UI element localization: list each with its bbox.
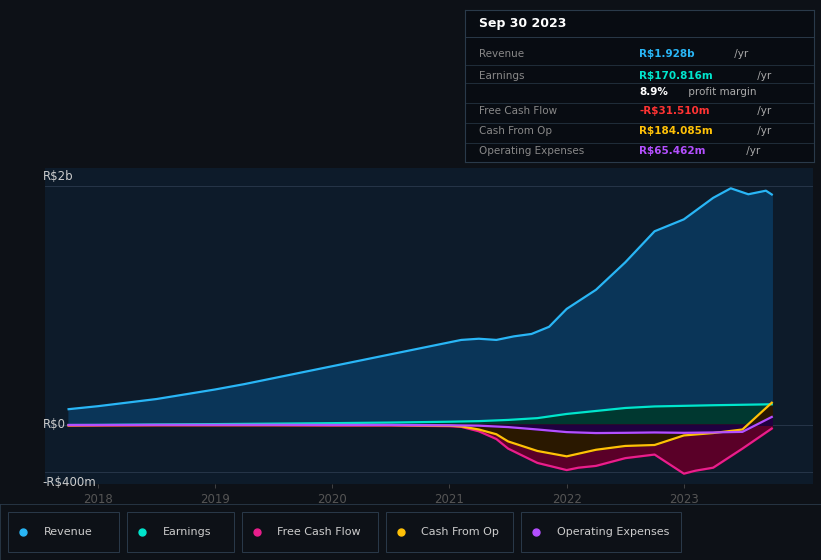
Text: /yr: /yr [754,126,772,136]
Text: R$65.462m: R$65.462m [639,146,705,156]
Text: Operating Expenses: Operating Expenses [479,146,584,156]
Text: profit margin: profit margin [686,87,757,97]
Text: Sep 30 2023: Sep 30 2023 [479,17,566,30]
Text: /yr: /yr [743,146,760,156]
Text: -R$400m: -R$400m [43,475,97,489]
Text: R$0: R$0 [43,418,66,431]
Text: Earnings: Earnings [479,71,524,81]
Text: /yr: /yr [754,106,772,116]
Text: Cash From Op: Cash From Op [479,126,552,136]
Text: Free Cash Flow: Free Cash Flow [277,527,361,537]
Text: /yr: /yr [732,49,749,59]
Text: Operating Expenses: Operating Expenses [557,527,669,537]
Text: -R$31.510m: -R$31.510m [639,106,710,116]
Text: Revenue: Revenue [479,49,524,59]
Text: 8.9%: 8.9% [639,87,668,97]
Text: R$184.085m: R$184.085m [639,126,713,136]
Text: Cash From Op: Cash From Op [421,527,499,537]
Text: Earnings: Earnings [163,527,211,537]
Text: R$2b: R$2b [43,170,73,183]
Text: R$1.928b: R$1.928b [639,49,695,59]
Text: R$170.816m: R$170.816m [639,71,713,81]
Text: Revenue: Revenue [44,527,92,537]
Text: /yr: /yr [754,71,772,81]
Text: Free Cash Flow: Free Cash Flow [479,106,557,116]
